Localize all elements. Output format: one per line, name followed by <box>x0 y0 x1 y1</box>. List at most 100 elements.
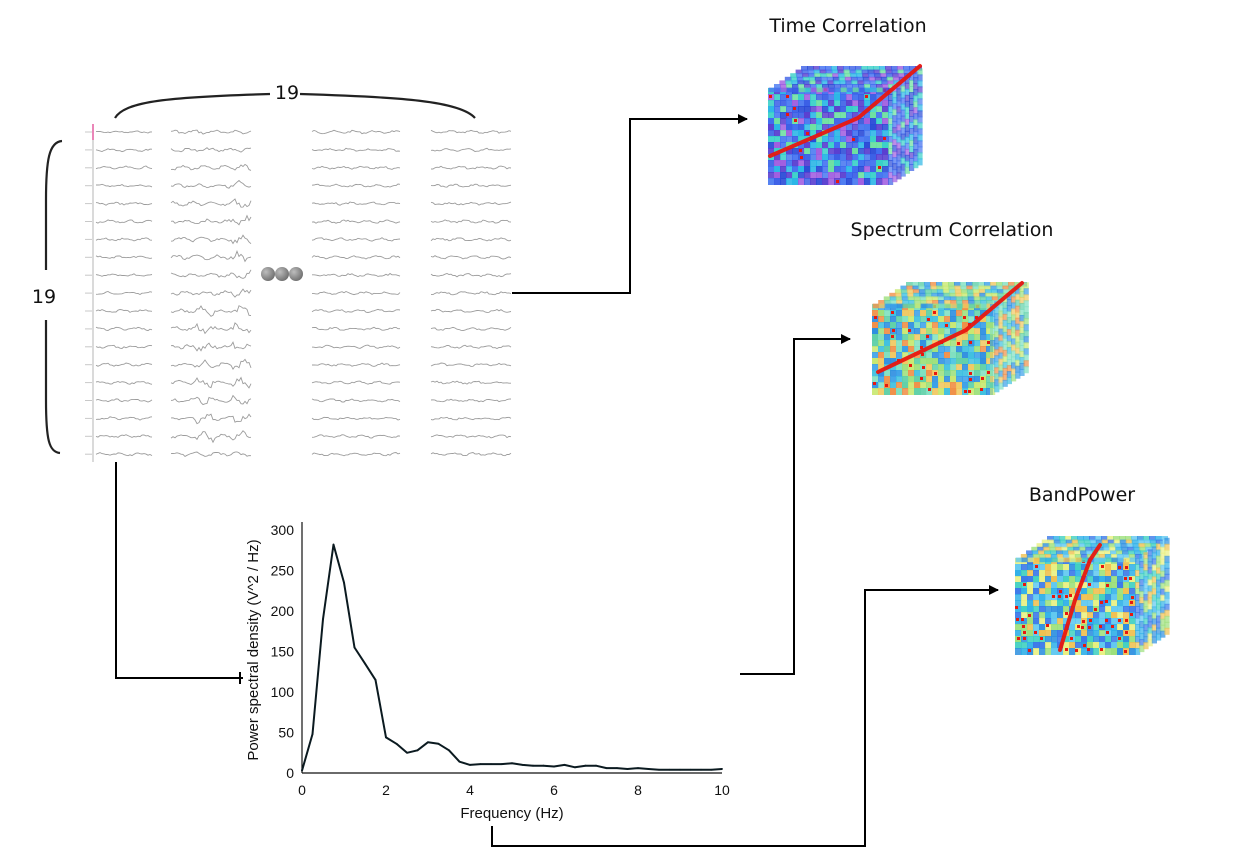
eeg-trace <box>170 179 252 189</box>
x-ticks: 0 2 4 6 8 10 <box>298 782 730 798</box>
psd-point <box>311 733 314 736</box>
eeg-trace <box>95 130 153 134</box>
arrow-psd-to-bandpower <box>491 585 999 847</box>
psd-point <box>542 764 545 767</box>
psd-point <box>658 768 660 771</box>
eeg-trace <box>311 237 401 242</box>
y-tick-label: 200 <box>271 603 295 619</box>
eeg-trace <box>170 358 252 370</box>
eeg-trace <box>430 201 512 206</box>
channel-ticks <box>85 131 92 455</box>
psd-point <box>626 768 629 770</box>
connector-eeg-to-psd <box>115 462 243 679</box>
y-tick-label: 100 <box>271 684 295 700</box>
eeg-trace <box>430 398 512 403</box>
eeg-trace <box>312 362 401 367</box>
eeg-trace <box>95 291 153 296</box>
eeg-trace <box>170 147 252 153</box>
eeg-trace <box>430 452 512 457</box>
eeg-trace <box>311 326 400 331</box>
x-tick-label: 2 <box>382 782 390 798</box>
bandpower-feature: BandPower <box>1015 484 1170 655</box>
bandpower-title: BandPower <box>1029 484 1135 506</box>
psd-points <box>301 543 723 772</box>
eeg-trace <box>170 288 252 298</box>
eeg-trace <box>311 165 401 170</box>
psd-point <box>332 543 335 546</box>
eeg-trace <box>430 308 512 313</box>
x-tick-label: 8 <box>634 782 642 798</box>
eeg-trace <box>170 250 252 263</box>
eeg-trace <box>95 219 153 224</box>
psd-point <box>721 768 723 770</box>
eeg-trace <box>311 129 401 135</box>
psd-point <box>364 662 366 665</box>
psd-point <box>700 768 702 771</box>
eeg-trace <box>311 201 401 206</box>
psd-point <box>679 768 681 771</box>
spectrum-correlation-cube-icon <box>872 281 1029 395</box>
eeg-trace <box>311 416 401 421</box>
eeg-trace <box>170 394 252 406</box>
psd-point <box>710 768 713 771</box>
psd-point <box>385 736 387 739</box>
left-brace <box>44 139 63 455</box>
x-tick-label: 0 <box>298 782 306 798</box>
psd-point <box>668 768 671 771</box>
eeg-trace <box>430 147 512 152</box>
eeg-trace <box>170 198 252 208</box>
eeg-trace <box>170 451 252 457</box>
y-tick-label: 150 <box>271 644 295 660</box>
eeg-trace <box>430 237 512 242</box>
eeg-trace <box>312 272 401 278</box>
x-tick-label: 4 <box>466 782 474 798</box>
eeg-trace <box>95 148 153 153</box>
psd-point <box>616 767 618 770</box>
eeg-trace <box>95 326 153 332</box>
psd-point <box>605 767 608 770</box>
eeg-trace <box>430 380 511 385</box>
eeg-trace <box>430 416 512 421</box>
eeg-trace <box>430 362 512 367</box>
eeg-trace <box>312 290 401 296</box>
psd-point <box>532 764 534 767</box>
eeg-trace <box>430 344 512 349</box>
psd-point <box>563 764 566 766</box>
eeg-trace <box>170 305 252 317</box>
psd-point <box>343 581 345 584</box>
eeg-trace <box>170 234 252 245</box>
eeg-trace <box>95 309 153 313</box>
connectors <box>115 114 999 847</box>
top-brace <box>114 92 476 119</box>
eeg-trace <box>311 434 401 439</box>
ellipsis-dots <box>261 267 303 281</box>
spectrum-correlation-title: Spectrum Correlation <box>851 219 1054 241</box>
channel-count-label: 19 <box>32 286 56 308</box>
window-count-label: 19 <box>275 82 299 104</box>
eeg-trace <box>311 380 401 385</box>
eeg-traces <box>95 129 512 457</box>
time-correlation-feature: Time Correlation <box>768 15 927 185</box>
eeg-trace <box>430 183 512 188</box>
time-correlation-cube-icon <box>768 64 923 185</box>
eeg-trace <box>311 398 401 403</box>
y-tick-label: 250 <box>271 563 295 579</box>
eeg-trace <box>311 255 401 260</box>
eeg-trace <box>95 165 153 170</box>
eeg-trace <box>170 341 252 352</box>
psd-point <box>406 751 408 754</box>
psd-point <box>427 741 429 744</box>
eeg-trace <box>170 129 252 135</box>
psd-series-line <box>301 543 723 771</box>
eeg-trace <box>431 291 512 296</box>
eeg-trace <box>430 255 512 260</box>
eeg-trace <box>311 308 401 313</box>
psd-point <box>500 763 503 765</box>
y-ticks: 0 50 100 150 200 250 300 <box>271 522 295 781</box>
eeg-trace <box>430 219 512 224</box>
eeg-panel: 19 19 <box>32 82 512 462</box>
x-axis-title: Frequency (Hz) <box>460 805 563 822</box>
psd-point <box>469 764 471 766</box>
arrow-eeg-to-time-correlation <box>512 114 748 294</box>
